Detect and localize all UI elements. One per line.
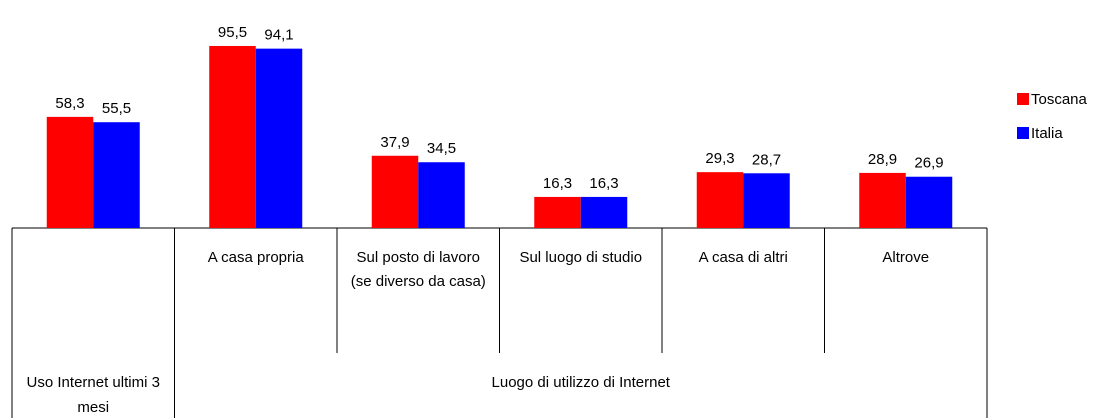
- bar: [580, 196, 628, 228]
- bar: [743, 173, 790, 228]
- legend-swatch: [1017, 93, 1029, 105]
- x-tick-label: A casa di altri: [699, 249, 788, 266]
- bar: [859, 172, 906, 228]
- data-label: 16,3: [543, 175, 572, 192]
- bar: [696, 172, 744, 228]
- group-label: Uso Internet ultimi 3 mesi: [27, 374, 160, 416]
- data-label: 28,7: [752, 151, 781, 168]
- x-tick-label: Altrove: [882, 249, 929, 266]
- data-label: 94,1: [264, 27, 293, 44]
- data-label: 16,3: [589, 175, 618, 192]
- data-label: 26,9: [914, 155, 943, 172]
- bar: [209, 45, 256, 228]
- x-tick-label: Sul posto di lavoro (se diverso da casa): [351, 249, 486, 290]
- x-tick-label: A casa propria: [208, 249, 305, 266]
- bar: [905, 176, 953, 228]
- data-label: 34,5: [427, 140, 456, 157]
- bar: [93, 122, 140, 228]
- data-label: 29,3: [705, 150, 734, 167]
- legend-label: Toscana: [1031, 91, 1088, 108]
- x-tick-label: Sul luogo di studio: [519, 249, 642, 266]
- group-label: Luogo di utilizzo di Internet: [492, 374, 671, 391]
- bar: [46, 116, 94, 228]
- legend-swatch: [1017, 127, 1029, 139]
- data-label: 28,9: [868, 151, 897, 168]
- data-label: 37,9: [380, 134, 409, 151]
- bar: [418, 162, 465, 228]
- bar: [534, 196, 581, 228]
- data-label: 58,3: [55, 95, 84, 112]
- data-label: 55,5: [102, 100, 131, 117]
- bar: [371, 155, 419, 228]
- data-label: 95,5: [218, 24, 247, 41]
- bar: [255, 48, 303, 228]
- legend-label: Italia: [1031, 125, 1063, 142]
